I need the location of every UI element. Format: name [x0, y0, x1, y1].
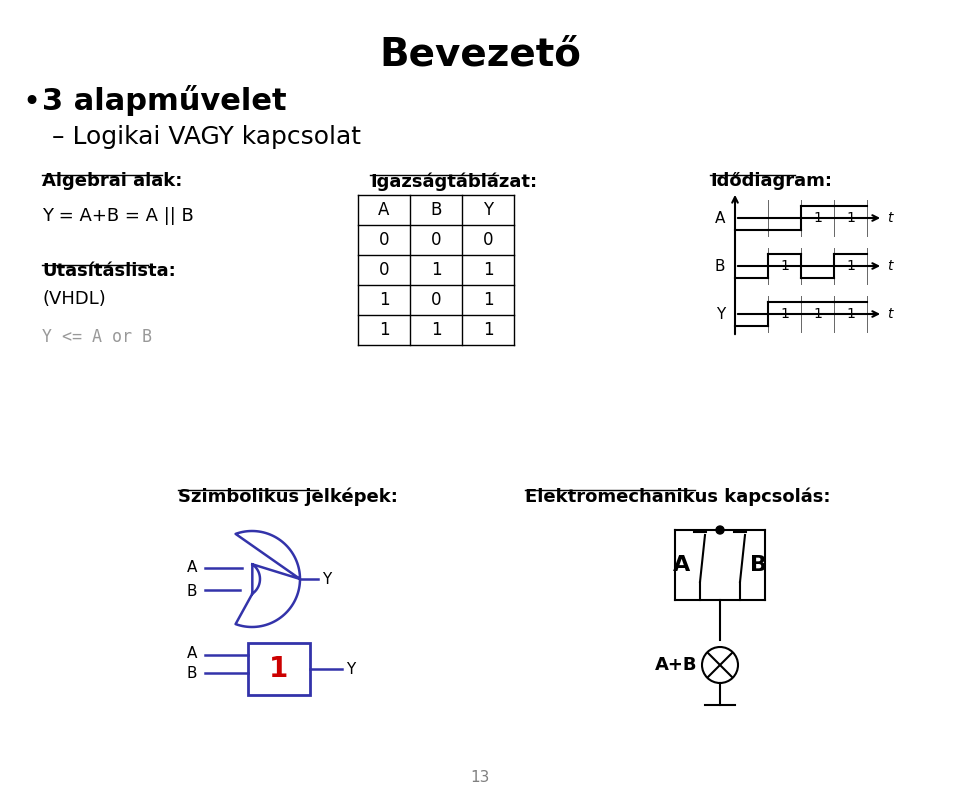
Text: 1: 1 — [483, 291, 493, 309]
Text: Algebrai alak:: Algebrai alak: — [42, 172, 182, 190]
Text: 1: 1 — [846, 211, 855, 225]
Text: 1: 1 — [846, 259, 855, 273]
Text: B: B — [186, 584, 197, 599]
Text: 1: 1 — [813, 211, 822, 225]
Text: Y: Y — [483, 201, 493, 219]
Text: – Logikai VAGY kapcsolat: – Logikai VAGY kapcsolat — [52, 125, 361, 149]
Text: 1: 1 — [270, 655, 289, 683]
Text: 0: 0 — [431, 291, 442, 309]
Text: •: • — [22, 88, 40, 117]
Text: 0: 0 — [379, 261, 389, 279]
Text: 3 alapművelet: 3 alapművelet — [42, 85, 287, 116]
Text: 0: 0 — [431, 231, 442, 249]
Text: Utasításlista:: Utasításlista: — [42, 262, 176, 280]
Text: Y: Y — [346, 661, 355, 676]
Text: A: A — [186, 559, 197, 574]
Text: 1: 1 — [780, 259, 789, 273]
Text: A: A — [673, 555, 690, 575]
Text: 0: 0 — [379, 231, 389, 249]
Text: A: A — [714, 210, 725, 225]
Text: t: t — [887, 259, 893, 273]
Text: A: A — [186, 646, 197, 661]
Text: Y <= A or B: Y <= A or B — [42, 328, 152, 346]
Text: 1: 1 — [813, 307, 822, 321]
Text: A: A — [378, 201, 390, 219]
Text: 1: 1 — [483, 321, 493, 339]
Text: B: B — [714, 259, 725, 274]
Text: Bevezető: Bevezető — [379, 35, 581, 73]
Text: (VHDL): (VHDL) — [42, 290, 106, 308]
Text: 0: 0 — [483, 231, 493, 249]
Text: Y: Y — [322, 572, 331, 586]
Text: B: B — [750, 555, 766, 575]
Text: 1: 1 — [431, 261, 442, 279]
Text: 1: 1 — [846, 307, 855, 321]
Text: B: B — [186, 667, 197, 682]
Text: 13: 13 — [470, 770, 490, 785]
Text: 1: 1 — [378, 291, 390, 309]
Text: B: B — [430, 201, 442, 219]
Bar — [248, 643, 310, 695]
Text: Idődiagram:: Idődiagram: — [710, 172, 832, 190]
Text: 1: 1 — [431, 321, 442, 339]
Text: t: t — [887, 211, 893, 225]
Text: t: t — [887, 307, 893, 321]
Text: Igazságtáblázat:: Igazságtáblázat: — [370, 172, 538, 191]
Text: 1: 1 — [378, 321, 390, 339]
Text: Y: Y — [716, 306, 725, 321]
Circle shape — [716, 526, 724, 534]
Text: Elektromechanikus kapcsolás:: Elektromechanikus kapcsolás: — [525, 487, 830, 505]
Text: A+B: A+B — [655, 656, 697, 674]
Text: Szimbolikus jelképek:: Szimbolikus jelképek: — [178, 487, 397, 505]
Text: 1: 1 — [483, 261, 493, 279]
Text: 1: 1 — [780, 307, 789, 321]
Text: Y = A+B = A || B: Y = A+B = A || B — [42, 207, 194, 225]
